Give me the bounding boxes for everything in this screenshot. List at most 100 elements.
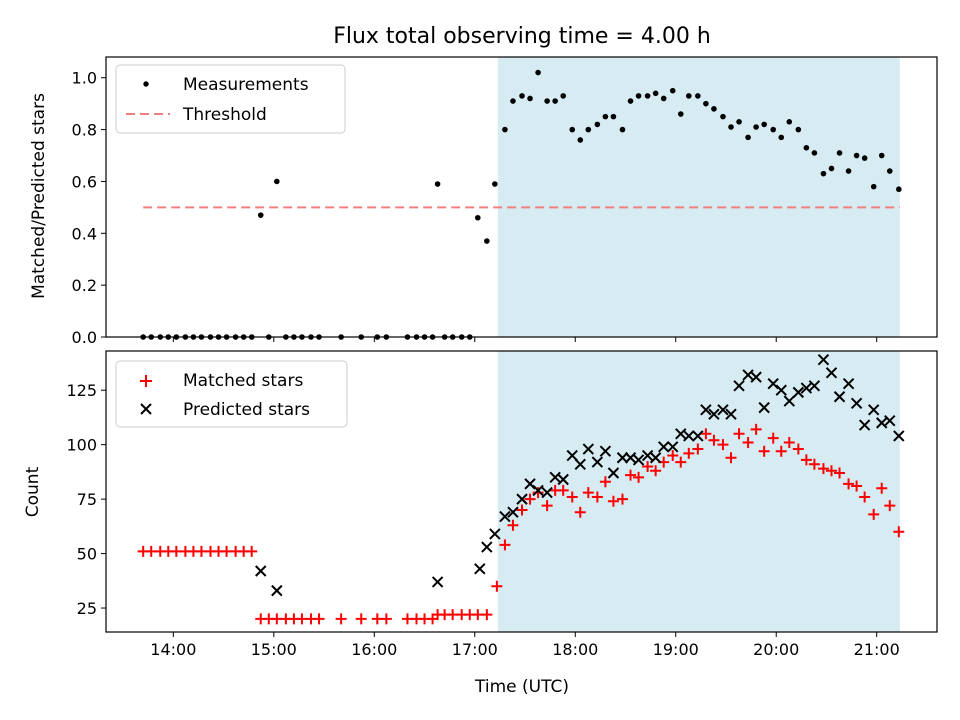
matched-star-point [834, 467, 846, 479]
measurement-point [770, 126, 777, 133]
measurement-point [828, 165, 835, 172]
matched-star-point [516, 504, 528, 516]
chart-title: Flux total observing time = 4.00 h [333, 24, 711, 49]
predicted-star-point [884, 414, 896, 427]
legend-matched-marker [140, 375, 152, 387]
top-y-tick-label: 0.8 [72, 121, 97, 140]
matched-star-point [692, 443, 704, 455]
top-y-tick-label: 0.4 [72, 224, 97, 243]
top-x-ticks [172, 337, 878, 342]
matched-star-point [675, 456, 687, 468]
matched-star-point [642, 460, 654, 472]
matched-star-point [335, 613, 347, 625]
predicted-star-point [591, 456, 604, 468]
matched-star-point [616, 493, 628, 505]
measurement-point [474, 214, 481, 221]
measurement-point [527, 95, 533, 102]
measurement-point [711, 106, 717, 112]
predicted-star-point [683, 430, 695, 442]
bottom-y-ticks: 25 50 75 100 125 [66, 381, 106, 618]
measurement-point [853, 152, 860, 159]
predicted-star-point [271, 584, 283, 597]
bottom-y-tick-label: 50 [77, 545, 97, 564]
predicted-star-point [557, 473, 569, 486]
top-y-ticks: 0.0 0.2 0.4 0.6 0.8 1.0 [72, 69, 106, 347]
predicted-star-point [566, 449, 578, 462]
predicted-star-point [599, 445, 612, 457]
predicted-star-point [489, 528, 501, 540]
predicted-star-point [742, 369, 754, 381]
matched-star-point [591, 491, 603, 503]
measurement-point [434, 181, 441, 187]
predicted-star-point [549, 471, 561, 484]
measurement-point [720, 113, 726, 120]
measurement-point [510, 98, 516, 104]
measurement-point [695, 93, 701, 99]
predicted-star-point [692, 430, 704, 442]
matched-star-point [725, 452, 737, 464]
matched-star-point [800, 454, 812, 466]
measurement-point [736, 119, 742, 125]
predicted-star-point [507, 506, 519, 518]
measurement-point [836, 150, 843, 156]
bottom-y-axis-label: Count [23, 466, 43, 517]
x-tick-label: 16:00 [351, 640, 397, 659]
predicted-star-point [516, 493, 528, 505]
predicted-star-point [792, 386, 805, 399]
measurement-point [878, 152, 885, 159]
measurement-point [778, 134, 785, 141]
predicted-star-point [893, 430, 905, 442]
measurement-point [569, 126, 576, 133]
measurement-point [753, 124, 759, 130]
bottom-y-tick-label: 25 [77, 599, 97, 618]
measurement-point [577, 137, 584, 143]
measurement-point [728, 124, 734, 130]
measurement-point [484, 238, 490, 244]
matched-star-point [733, 428, 745, 440]
predicted-star-point [649, 452, 662, 464]
count-points [137, 354, 905, 625]
measurement-point [745, 134, 751, 141]
matched-star-point [650, 465, 662, 477]
bottom-legend: Matched stars Predicted stars [115, 360, 348, 428]
x-tick-label: 15:00 [251, 640, 297, 659]
matched-star-point [851, 480, 863, 492]
matched-star-point [884, 500, 896, 512]
bottom-y-tick-label: 125 [66, 381, 97, 400]
predicted-star-point [808, 380, 821, 392]
predicted-star-point [641, 449, 654, 462]
matched-star-point [582, 487, 594, 499]
predicted-star-point [858, 419, 871, 431]
matched-star-point [667, 450, 679, 462]
matched-star-point [313, 613, 325, 625]
predicted-star-point [876, 417, 888, 429]
measurement-point [703, 100, 709, 107]
predicted-star-point [850, 397, 863, 409]
measurement-point [257, 212, 264, 218]
predicted-star-point [255, 565, 267, 577]
predicted-star-point [431, 576, 444, 588]
bottom-x-ticks: 14:00 15:00 16:00 17:00 18:00 19:00 20:00 21:00 [150, 632, 900, 659]
matched-star-point [783, 436, 795, 448]
measurement-points [140, 69, 902, 340]
predicted-star-point [717, 404, 729, 416]
x-tick-label: 19:00 [653, 640, 699, 659]
x-axis-label: Time (UTC) [474, 677, 569, 697]
matched-star-point [607, 495, 619, 507]
predicted-star-point [775, 384, 787, 396]
predicted-star-point [842, 377, 855, 390]
matched-star-point [355, 613, 367, 625]
legend-predicted-marker [140, 403, 152, 415]
measurement-point [585, 126, 592, 133]
matched-star-point [876, 482, 888, 494]
measurement-point [761, 121, 767, 128]
matched-star-point [574, 506, 586, 518]
predicted-star-point [817, 354, 830, 366]
matched-star-point [557, 484, 569, 496]
predicted-star-point [833, 391, 846, 403]
measurement-point [619, 126, 626, 133]
bottom-y-tick-label: 75 [77, 490, 97, 509]
legend-matched-label: Matched stars [183, 371, 303, 391]
matched-star-point [717, 439, 729, 451]
matched-star-point [708, 434, 720, 446]
